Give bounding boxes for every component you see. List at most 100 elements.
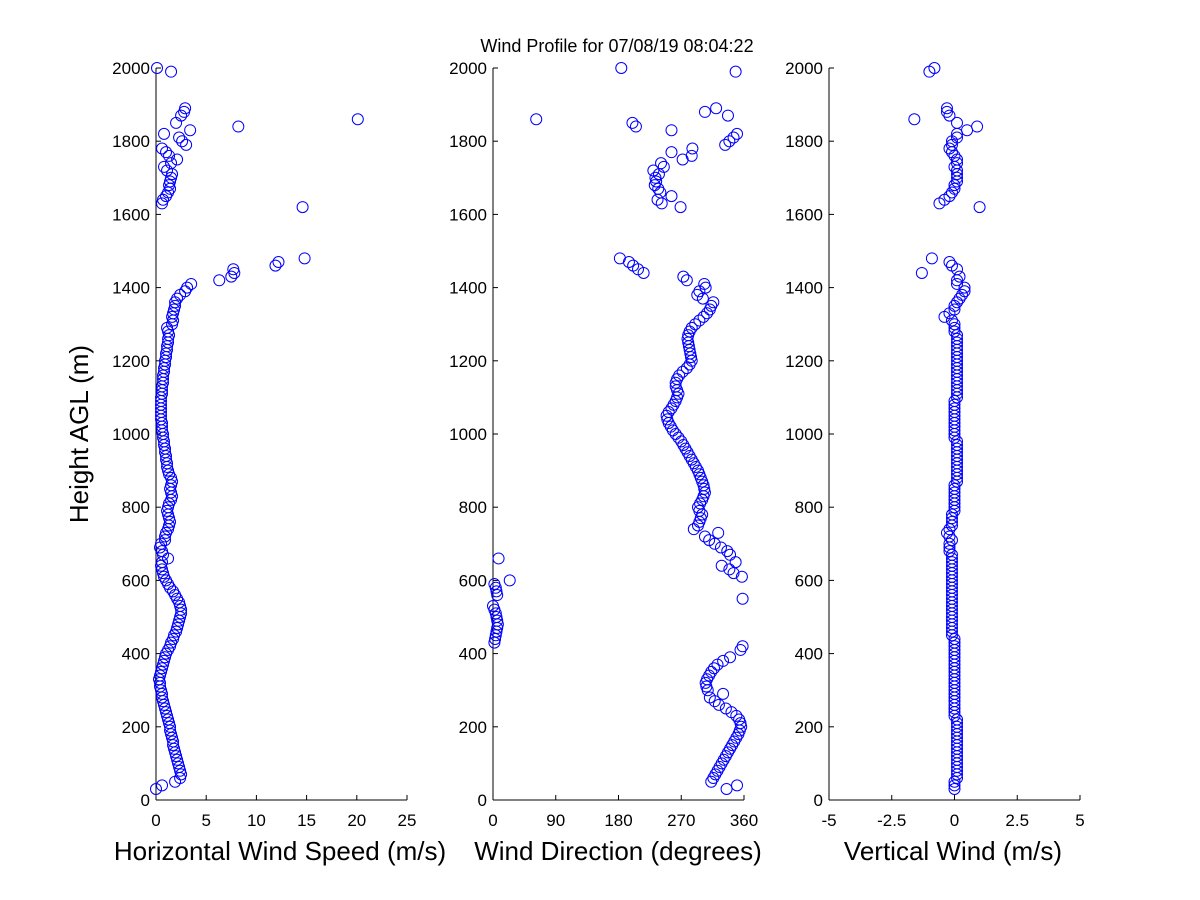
y-tick-label: 1200 [449, 352, 487, 371]
x-tick-label: 270 [667, 811, 695, 830]
data-point [948, 318, 961, 331]
data-point [156, 142, 169, 155]
data-point [719, 702, 732, 715]
y-tick-label: 400 [795, 645, 823, 664]
data-point [951, 171, 964, 184]
data-point [948, 779, 961, 792]
data-point [940, 105, 953, 118]
y-tick-label: 1000 [449, 425, 487, 444]
data-point [948, 783, 961, 796]
data-point [735, 720, 748, 733]
data-point [686, 142, 699, 155]
data-point [724, 548, 737, 561]
data-point [953, 270, 966, 283]
x-tick-label: 0 [950, 811, 959, 830]
data-point [175, 109, 188, 122]
chart-title: Wind Profile for 07/08/19 08:04:22 [480, 36, 753, 56]
data-point [733, 713, 746, 726]
data-point [689, 318, 702, 331]
data-point [973, 201, 986, 214]
data-point [956, 288, 969, 301]
data-point [161, 164, 174, 177]
y-tick-label: 600 [795, 571, 823, 590]
x-axis-title: Vertical Wind (m/s) [844, 836, 1062, 866]
data-point [731, 127, 744, 140]
data-point [159, 534, 172, 547]
data-point [729, 65, 742, 78]
data-point [703, 691, 716, 704]
x-tick-label: 25 [398, 811, 417, 830]
data-point [943, 255, 956, 268]
data-point [184, 124, 197, 137]
data-point [661, 413, 674, 426]
data-point [490, 585, 503, 598]
panel-horizontal-wind-speed: 0 200 400 600 800 1000 1200 1400 1600 1800 2000 0 5 1… [112, 59, 446, 866]
data-point [701, 307, 714, 320]
data-point [731, 779, 744, 792]
data-point [945, 508, 958, 521]
data-point [613, 252, 626, 265]
data-point [185, 277, 198, 290]
data-point [180, 138, 193, 151]
data-point [945, 548, 958, 561]
data-point [925, 252, 938, 265]
data-point [712, 526, 725, 539]
data-point [665, 124, 678, 137]
data-point [491, 589, 504, 602]
data-point [655, 157, 668, 170]
data-point [908, 113, 921, 126]
data-point [703, 534, 716, 547]
data-point [705, 665, 718, 678]
data-point [727, 131, 740, 144]
data-point [179, 102, 192, 115]
data-point [736, 592, 749, 605]
data-point [951, 442, 964, 455]
data-point [173, 131, 186, 144]
data-point [155, 537, 168, 550]
data-point [488, 578, 501, 591]
data-point [171, 153, 184, 166]
x-tick-label: 0 [151, 811, 160, 830]
data-point [948, 179, 961, 192]
y-tick-label: 1600 [449, 205, 487, 224]
panel-vertical-wind: 0 200 400 600 800 1000 1200 1400 1600 1800 2000 -5 -… [785, 59, 1085, 866]
y-tick-label: 1000 [112, 425, 150, 444]
y-tick-label: 800 [122, 498, 150, 517]
data-point [948, 303, 961, 316]
y-tick-label: 0 [478, 791, 487, 810]
data-point [710, 102, 723, 115]
data-point [491, 614, 504, 627]
data-point [951, 438, 964, 451]
data-point [717, 687, 730, 700]
data-point [943, 545, 956, 558]
data-point [951, 336, 964, 349]
data-point [487, 600, 499, 613]
data-point [723, 135, 736, 148]
data-point [915, 266, 928, 279]
data-point [948, 321, 961, 334]
data-point [943, 523, 956, 536]
data-point [627, 259, 640, 272]
data-point [948, 632, 961, 645]
data-point [160, 146, 173, 159]
data-point [171, 292, 184, 305]
data-point [213, 274, 226, 287]
data-point [719, 138, 732, 151]
data-point [940, 102, 953, 115]
data-point [951, 717, 964, 730]
data-point [674, 201, 687, 214]
data-point [945, 186, 958, 199]
data-point [673, 369, 686, 382]
x-tick-label: 20 [347, 811, 366, 830]
data-point [721, 545, 734, 558]
data-point [720, 783, 733, 796]
x-tick-label: 0 [488, 811, 497, 830]
data-point [158, 127, 171, 140]
y-tick-label: 800 [795, 498, 823, 517]
data-point [698, 530, 711, 543]
data-point [697, 310, 710, 323]
data-point [158, 160, 171, 173]
data-point [698, 277, 711, 290]
